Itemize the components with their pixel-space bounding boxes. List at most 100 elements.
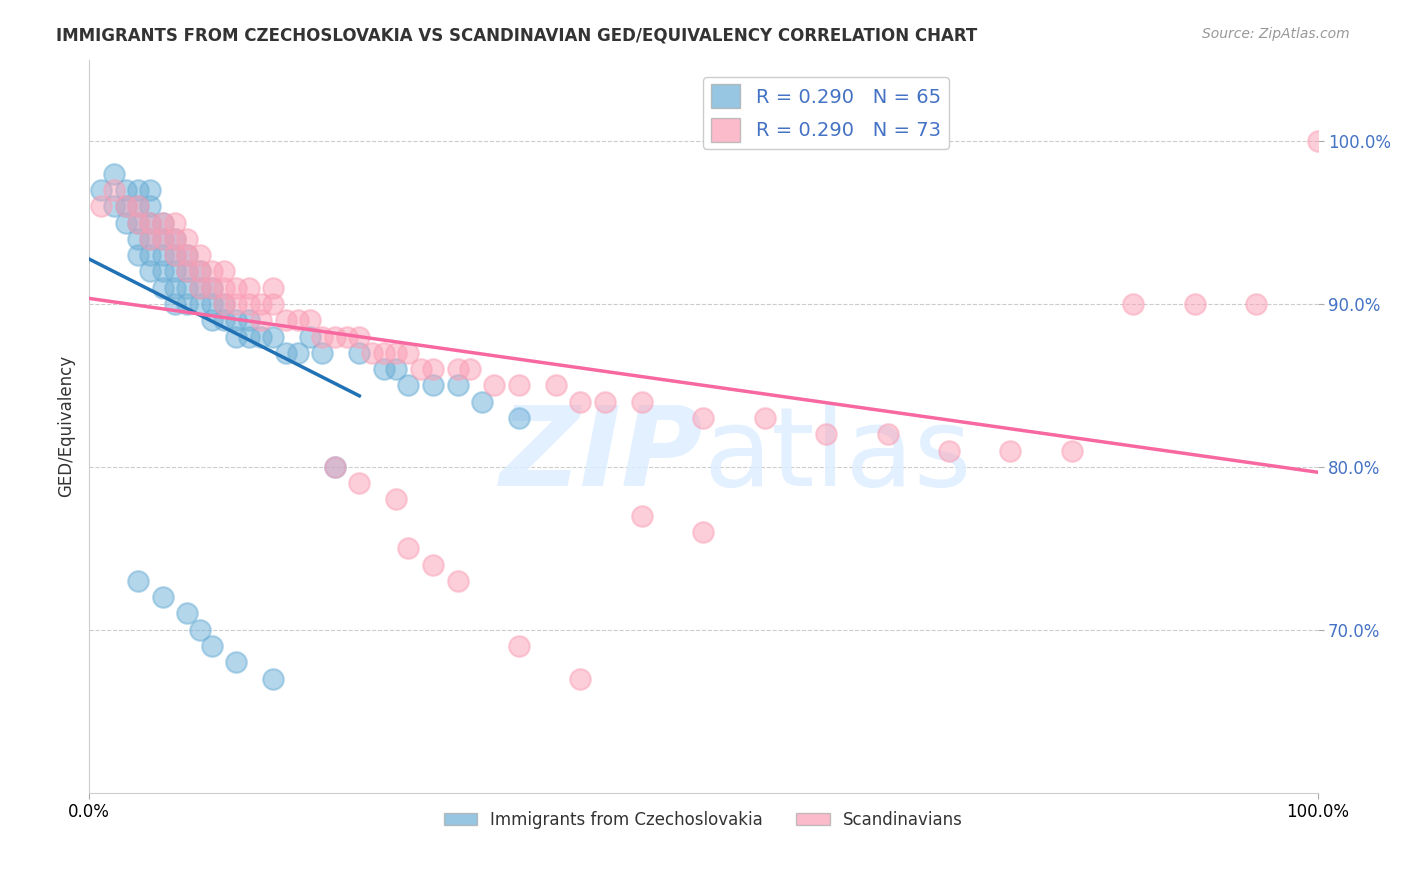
Point <box>1306 134 1329 148</box>
Point <box>274 346 297 360</box>
Point <box>238 329 260 343</box>
Point <box>238 297 260 311</box>
Point <box>446 378 468 392</box>
Point <box>188 248 211 262</box>
Text: Source: ZipAtlas.com: Source: ZipAtlas.com <box>1202 27 1350 41</box>
Point <box>176 264 198 278</box>
Point <box>225 297 247 311</box>
Point <box>188 297 211 311</box>
Point <box>1184 297 1206 311</box>
Point <box>165 215 187 229</box>
Point <box>165 232 187 246</box>
Point <box>471 394 494 409</box>
Point <box>262 329 284 343</box>
Point <box>127 248 149 262</box>
Point <box>165 248 187 262</box>
Point <box>127 232 149 246</box>
Point <box>212 264 235 278</box>
Point <box>90 199 112 213</box>
Point <box>115 215 138 229</box>
Point <box>398 541 420 556</box>
Point <box>225 313 247 327</box>
Point <box>262 297 284 311</box>
Point <box>262 280 284 294</box>
Text: ZIP: ZIP <box>499 402 703 509</box>
Point <box>127 574 149 588</box>
Point <box>1060 443 1083 458</box>
Point <box>299 329 322 343</box>
Point <box>201 297 224 311</box>
Point <box>188 280 211 294</box>
Point <box>631 508 654 523</box>
Point <box>815 427 838 442</box>
Point <box>165 232 187 246</box>
Point <box>385 492 408 507</box>
Point <box>115 183 138 197</box>
Point <box>103 167 125 181</box>
Point <box>152 280 174 294</box>
Point <box>1000 443 1022 458</box>
Point <box>127 215 149 229</box>
Point <box>373 362 395 376</box>
Point <box>422 558 444 572</box>
Point <box>176 297 198 311</box>
Point <box>349 476 371 491</box>
Point <box>139 232 162 246</box>
Point <box>225 329 247 343</box>
Point <box>201 264 224 278</box>
Point <box>188 264 211 278</box>
Point <box>225 280 247 294</box>
Point <box>323 329 346 343</box>
Point <box>152 232 174 246</box>
Point <box>127 183 149 197</box>
Point <box>176 607 198 621</box>
Point <box>238 313 260 327</box>
Point <box>238 280 260 294</box>
Point <box>544 378 567 392</box>
Point <box>299 313 322 327</box>
Point <box>127 199 149 213</box>
Point <box>225 656 247 670</box>
Point <box>176 264 198 278</box>
Point <box>152 215 174 229</box>
Point <box>250 329 273 343</box>
Text: IMMIGRANTS FROM CZECHOSLOVAKIA VS SCANDINAVIAN GED/EQUIVALENCY CORRELATION CHART: IMMIGRANTS FROM CZECHOSLOVAKIA VS SCANDI… <box>56 27 977 45</box>
Text: atlas: atlas <box>703 402 972 509</box>
Point <box>201 639 224 653</box>
Point <box>458 362 481 376</box>
Point <box>508 378 530 392</box>
Point <box>176 280 198 294</box>
Point <box>139 199 162 213</box>
Point <box>139 248 162 262</box>
Point <box>484 378 506 392</box>
Point <box>385 362 408 376</box>
Point <box>323 459 346 474</box>
Point <box>323 459 346 474</box>
Point <box>152 590 174 604</box>
Point <box>1244 297 1267 311</box>
Point <box>188 623 211 637</box>
Point <box>508 411 530 425</box>
Point <box>115 199 138 213</box>
Point <box>201 280 224 294</box>
Point <box>262 672 284 686</box>
Point <box>212 313 235 327</box>
Point <box>127 215 149 229</box>
Point <box>139 264 162 278</box>
Point <box>692 524 714 539</box>
Point <box>165 248 187 262</box>
Point <box>349 346 371 360</box>
Point <box>938 443 960 458</box>
Point <box>373 346 395 360</box>
Point <box>311 346 333 360</box>
Point <box>115 199 138 213</box>
Point <box>176 248 198 262</box>
Point <box>422 378 444 392</box>
Point <box>287 346 309 360</box>
Point <box>103 199 125 213</box>
Legend: Immigrants from Czechoslovakia, Scandinavians: Immigrants from Czechoslovakia, Scandina… <box>437 805 970 836</box>
Point <box>349 329 371 343</box>
Point <box>127 199 149 213</box>
Point <box>201 280 224 294</box>
Point <box>446 362 468 376</box>
